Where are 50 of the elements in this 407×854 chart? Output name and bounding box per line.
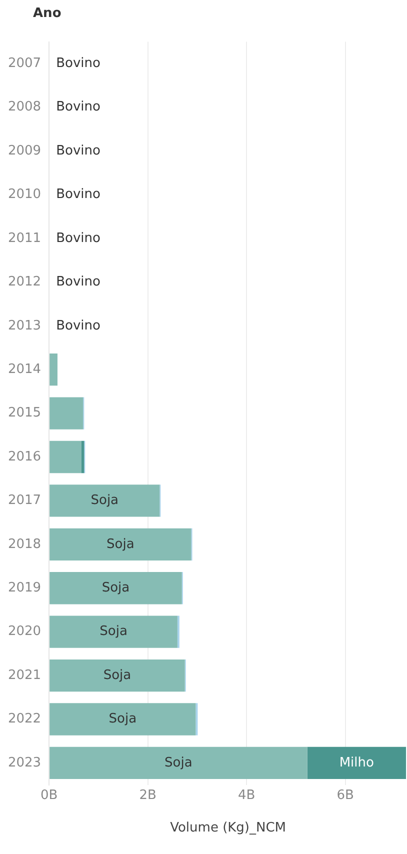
y-tick-label: 2018 [8,536,42,552]
bar [50,746,308,780]
text: Soja [102,580,130,596]
y-tick-label: 2008 [8,100,42,115]
bar [50,572,182,604]
bar [50,703,196,736]
text: Bovino [56,230,100,246]
y-tick-label: 2013 [8,318,42,334]
text: Bovino [56,143,100,158]
bar [50,440,82,474]
y-tick-label: 2011 [8,230,42,246]
text: Soja [108,712,137,727]
text: Soja [164,755,192,770]
y-tick-label: 2012 [8,274,42,290]
bar [50,397,84,430]
series-label: Milho [339,755,374,770]
text: Bovino [56,274,100,290]
text: Bovino [56,187,100,202]
y-tick-label: 2017 [8,493,42,508]
x-tick-label: 6B [336,788,354,803]
text: Soja [103,668,132,683]
x-tick-label: 2B [139,788,156,803]
y-tick-label: 2007 [8,56,42,72]
bar [307,746,406,780]
bar [50,484,160,517]
y-tick-label: 2023 [8,755,42,770]
text: Soja [106,536,134,552]
y-tick-label: 2020 [8,624,42,640]
y-tick-label: 2014 [8,362,42,377]
bar [50,616,178,648]
y-tick-label: 2010 [8,187,42,202]
y-tick-label: 2009 [8,143,42,158]
text: Bovino [56,100,100,115]
y-tick-label: 2021 [8,668,42,683]
bar [50,354,58,386]
bar [50,528,192,560]
y-tick-label: 2016 [8,449,42,464]
text: Soja [100,624,128,640]
series-label: Soja [90,493,119,508]
x-tick-label: 4B [238,788,256,803]
x-axis-title: Volume (Kg)_NCM [170,820,286,836]
y-tick-label: 2019 [8,580,42,596]
y-axis-title: Ano [33,6,62,21]
y-tick-label: 2015 [8,406,42,421]
y-tick-label: 2022 [8,712,42,727]
text: Bovino [56,318,100,334]
text: Bovino [56,56,100,72]
x-tick-label: 0B [40,788,58,803]
bar [81,440,84,474]
bar [50,659,185,692]
